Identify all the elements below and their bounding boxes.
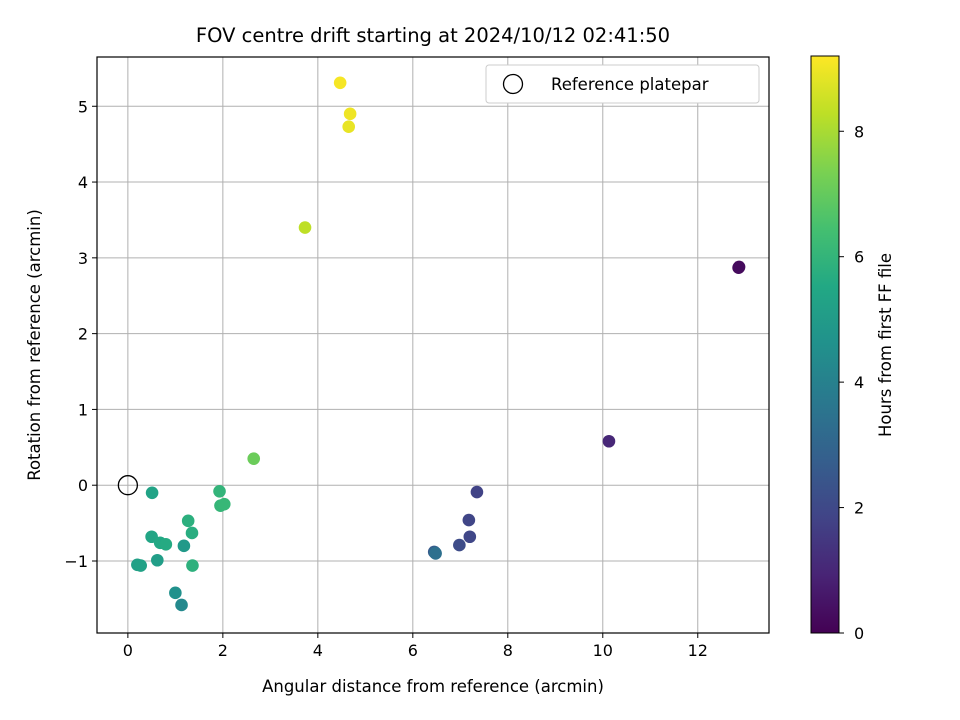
plot-frame	[96, 56, 770, 634]
x-axis-label: Angular distance from reference (arcmin)	[262, 677, 604, 696]
data-point	[463, 530, 477, 544]
data-point	[342, 120, 356, 134]
x-tick-label: 0	[123, 641, 133, 660]
y-axis-ticks: −1 0 1 2 3 4 5	[64, 97, 97, 571]
x-tick-label: 2	[218, 641, 228, 660]
legend: Reference platepar	[485, 64, 760, 104]
colorbar-gradient	[810, 55, 840, 634]
data-point	[732, 260, 746, 274]
colorbar-tick-label: 0	[854, 624, 864, 643]
y-tick-label: 1	[78, 400, 88, 419]
data-point	[185, 526, 199, 540]
legend-box	[485, 64, 760, 104]
y-tick-label: 5	[78, 97, 88, 116]
colorbar-ticks: 0 2 4 6 8	[839, 122, 864, 643]
legend-entry-reference-platepar: Reference platepar	[551, 75, 709, 94]
data-point	[247, 452, 261, 465]
x-tick-label: 8	[503, 641, 513, 660]
x-tick-label: 10	[593, 641, 613, 660]
data-point	[169, 586, 182, 600]
chart-title: FOV centre drift starting at 2024/10/12 …	[196, 24, 670, 47]
x-axis-ticks: 0 2 4 6 8 10 12	[123, 633, 708, 660]
colorbar-tick-label: 6	[854, 248, 864, 267]
data-point	[145, 486, 159, 500]
data-points	[117, 76, 746, 612]
data-point	[298, 221, 312, 234]
data-point	[470, 485, 484, 499]
data-point	[602, 434, 616, 448]
data-point	[453, 538, 466, 552]
data-point	[213, 484, 226, 498]
y-tick-label: −1	[64, 552, 88, 571]
colorbar-tick-label: 4	[854, 373, 864, 392]
y-tick-label: 3	[78, 249, 88, 268]
data-point	[151, 553, 164, 567]
reference-point	[117, 475, 139, 496]
data-point	[159, 538, 173, 551]
data-point	[186, 559, 199, 572]
data-point	[217, 497, 231, 511]
colorbar-label: Hours from first FF file	[876, 253, 895, 437]
x-tick-label: 4	[313, 641, 323, 660]
data-point	[462, 513, 476, 527]
y-tick-label: 2	[78, 325, 88, 344]
data-point	[134, 559, 147, 572]
grid-lines	[97, 57, 769, 633]
y-tick-label: 0	[78, 476, 88, 495]
colorbar-tick-label: 8	[854, 122, 864, 141]
colorbar-tick-label: 2	[854, 499, 864, 518]
y-axis-label: Rotation from reference (arcmin)	[25, 209, 44, 481]
x-tick-label: 6	[408, 641, 418, 660]
data-point	[333, 76, 347, 90]
data-point	[175, 598, 188, 612]
legend-marker	[502, 73, 524, 95]
x-tick-label: 12	[688, 641, 708, 660]
y-tick-label: 4	[78, 173, 88, 192]
data-point	[181, 514, 195, 528]
data-point	[429, 547, 442, 560]
data-point	[343, 107, 357, 121]
colorbar: 0 2 4 6 8 Hours from first FF file	[810, 55, 895, 643]
data-point	[177, 539, 191, 553]
